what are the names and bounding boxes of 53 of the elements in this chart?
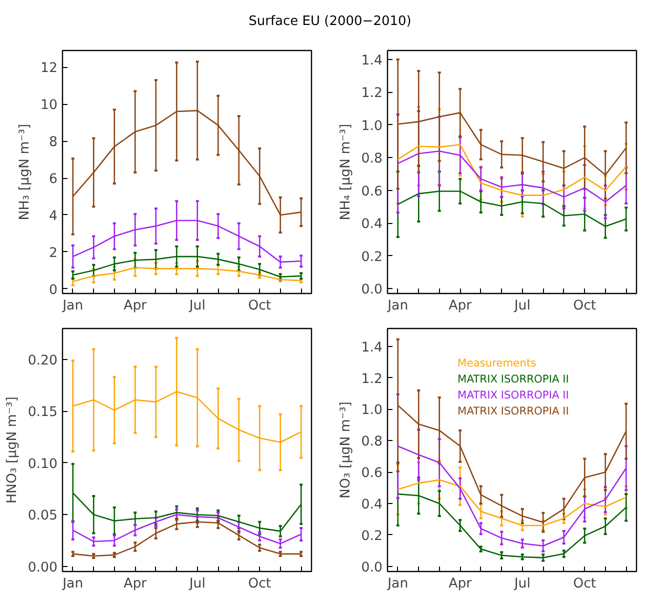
y-axis-title: HNO₃ [μgN m⁻³] [4,396,20,504]
x-tick-label: Apr [124,576,148,592]
y-tick-label: 0.05 [28,508,58,524]
y-tick-label: 4 [49,208,58,224]
x-tick-label: Oct [573,576,596,592]
x-tick-label: Jul [513,576,530,592]
y-tick-label: 2 [49,246,58,261]
y-tick-label: 0.4 [361,497,383,512]
text: Measurements [458,356,537,370]
y-tick-label: 10 [40,98,58,114]
y-tick-label: 0.20 [28,354,58,369]
x-tick-label: Jan [386,576,408,592]
y-tick-label: 0.0 [361,282,383,298]
y-tick-label: 1.2 [361,86,383,102]
x-tick-label: Jul [513,298,530,314]
y-tick-label: 0.15 [28,405,58,420]
y-tick-label: 8 [49,135,58,150]
series-label: MATRIX ISORROPIA II [458,404,569,418]
y-tick-label: 0.6 [361,466,383,482]
x-tick-label: Apr [448,576,472,592]
y-tick-label: 0.00 [28,560,58,576]
x-tick-label: Jul [188,298,206,314]
y-axis-title: NO₃ [μgN m⁻³] [338,402,354,498]
y-tick-label: 12 [40,61,58,76]
x-tick-label: Apr [124,298,148,314]
text: MATRIX ISORROPIA II [458,388,569,402]
text: MATRIX ISORROPIA II [458,372,569,386]
y-tick-label: 0 [49,282,58,298]
x-tick-label: Oct [248,576,272,592]
chart-title: Surface EU (2000−2010) [248,13,412,31]
x-tick-label: Jul [188,576,206,592]
x-tick-label: Jan [62,298,84,314]
y-tick-label: 0.2 [361,250,383,265]
x-tick-label: Jan [386,298,408,314]
y-tick-label: 0.6 [361,184,383,200]
y-tick-label: 1.0 [361,118,383,134]
y-tick-label: 0.4 [361,217,383,232]
y-tick-label: 0.2 [361,528,383,544]
y-tick-label: 0.10 [28,456,58,472]
y-tick-label: 1.4 [361,340,383,356]
x-tick-label: Jan [62,576,84,592]
x-tick-label: Oct [248,298,272,314]
y-tick-label: 0.8 [361,152,383,167]
y-tick-label: 1.2 [361,372,383,387]
y-tick-label: 6 [49,172,58,188]
x-tick-label: Apr [448,298,472,314]
x-tick-label: Oct [573,298,596,314]
y-tick-label: 1.0 [361,403,383,418]
y-tick-label: 1.4 [361,54,383,68]
y-axis-title: NH₃ [μgN m⁻³] [18,124,33,220]
y-axis-title: NH₄ [μgN m⁻³] [338,124,354,220]
y-tick-label: 0.0 [361,560,383,576]
y-tick-label: 0.8 [361,434,383,450]
